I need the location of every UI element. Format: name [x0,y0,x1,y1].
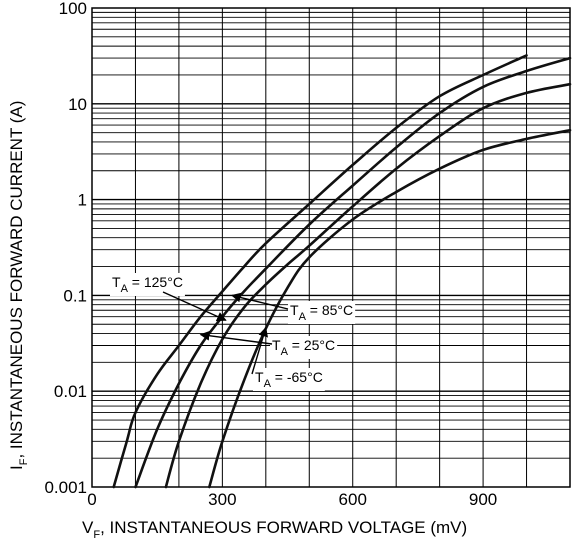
annotation-prefix: T [112,274,121,290]
annotation-label: TA = 125°C [112,274,183,295]
annotation-t-a-125-c: TA = 125°C [110,273,227,322]
x-tick-label: 600 [339,490,367,509]
annotation-t-a-25-c: TA = 25°C [199,330,338,359]
annotation-sub: A [299,311,307,323]
annotation-backing [270,336,338,359]
y-tick-label: 100 [59,0,87,18]
series-line-t-a-85-c [134,56,572,489]
annotation-sub: A [281,346,289,358]
y-axis-title-sub: F [18,458,30,465]
series-line-t-a-25-c [164,82,572,489]
x-tick-label: 0 [87,490,96,509]
y-tick-label: 0.1 [63,286,87,305]
y-tick-label: 0.001 [44,478,87,497]
y-tick-label: 10 [68,95,87,114]
x-tick-label: 900 [469,490,497,509]
annotation-arrow [251,326,268,375]
plot-area-border [91,7,571,488]
annotation-text: = 125°C [128,274,183,290]
x-axis-title: VF, INSTANTANEOUS FORWARD VOLTAGE (mV) [82,518,467,541]
y-axis-title: IF, INSTANTANEOUS FORWARD CURRENT (A) [7,101,30,470]
annotation-text: = 85°C [306,302,353,318]
annotation-text: = -65°C [271,369,323,385]
annotation-prefix: T [255,369,264,385]
annotation-backing [253,368,325,391]
annotation-text: = 25°C [288,337,335,353]
annotation-label: TA = 25°C [272,337,335,358]
x-axis-title-rest: , INSTANTANEOUS FORWARD VOLTAGE (mV) [100,518,467,537]
annotation-arrow [162,291,227,322]
series-line-t-a-65-c [208,128,572,489]
annotation-sub: A [264,378,272,390]
annotations: TA = 125°CTA = 85°CTA = 25°CTA = -65°C [110,273,356,391]
tick-labels: 0 300 600 900 0.001 0.01 0.1 1 10 100 [44,0,497,509]
annotation-prefix: T [290,302,299,318]
series-lines [112,54,572,489]
y-tick-label: 0.01 [54,382,87,401]
x-axis-title-main: V [82,518,94,537]
annotation-prefix: T [272,337,281,353]
annotation-t-a-65-c: TA = -65°C [251,326,325,391]
x-axis-title-sub: F [93,529,100,541]
plot-frame [91,7,571,488]
annotation-t-a-85-c: TA = 85°C [230,292,356,324]
annotation-sub: A [121,283,129,295]
series-line-t-a-125-c [112,54,528,489]
annotation-arrow [230,292,289,310]
annotation-backing [110,273,185,296]
annotation-label: TA = -65°C [255,369,323,390]
annotation-label: TA = 85°C [290,302,353,323]
y-axis-title-rest: , INSTANTANEOUS FORWARD CURRENT (A) [7,101,26,459]
y-axis-title-main: I [7,465,26,470]
x-tick-label: 300 [208,490,236,509]
annotation-arrow [199,330,273,345]
y-tick-label: 1 [78,191,87,210]
annotation-backing [288,301,356,324]
